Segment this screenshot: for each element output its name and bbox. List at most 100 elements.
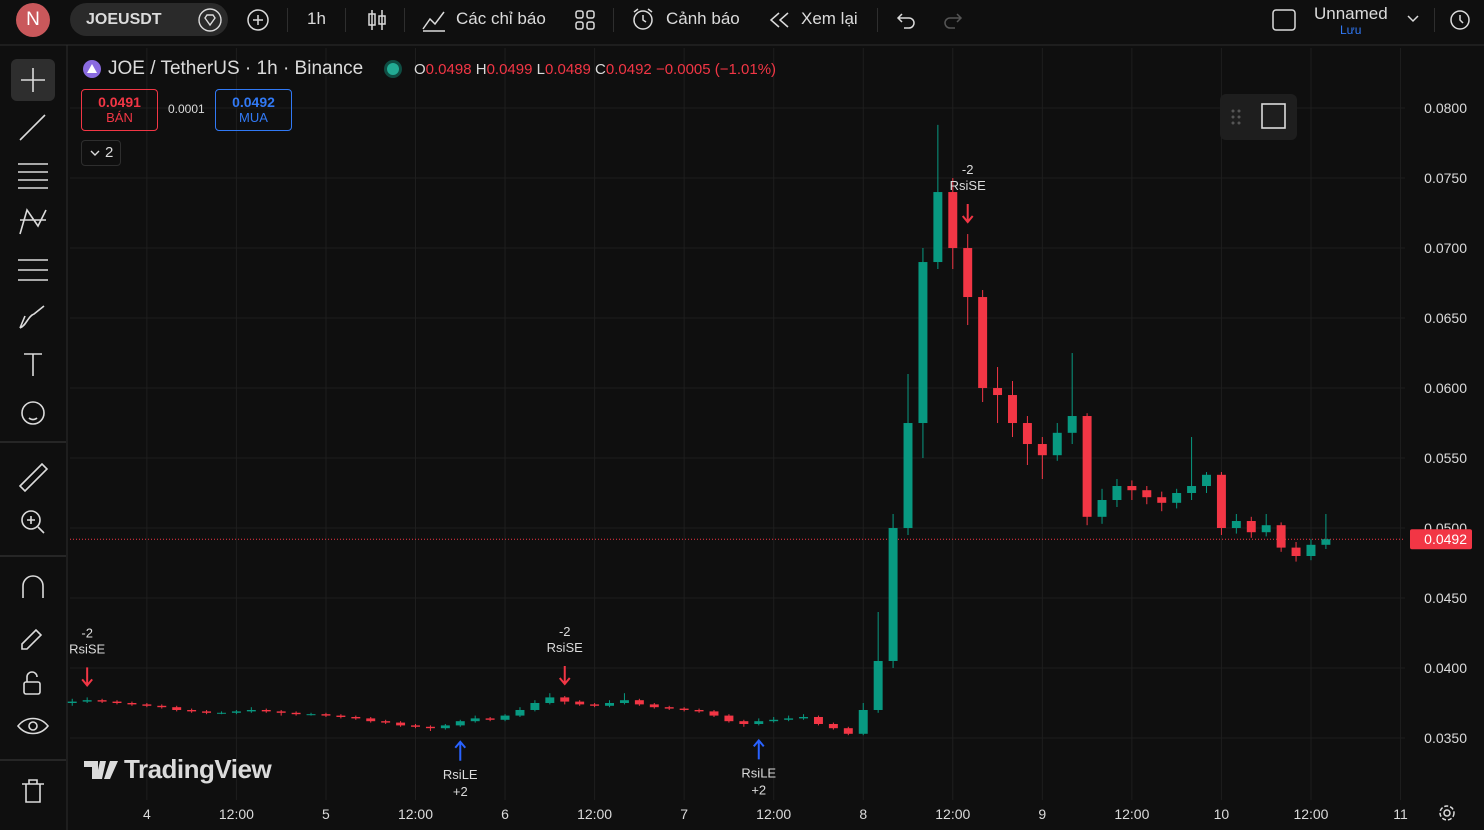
icon-tool[interactable] bbox=[21, 401, 45, 425]
candle-body bbox=[545, 697, 555, 703]
symbol-search[interactable]: JOEUSDT bbox=[70, 3, 228, 36]
candle-body bbox=[888, 528, 898, 661]
collapse-icon bbox=[90, 150, 100, 156]
candle-body bbox=[560, 697, 570, 702]
separator bbox=[613, 8, 614, 32]
collapse-button[interactable]: 2 bbox=[81, 140, 121, 166]
candle-body bbox=[67, 701, 77, 703]
candle-body bbox=[112, 701, 122, 703]
x-tick-label: 12:00 bbox=[398, 806, 433, 822]
buy-button[interactable]: 0.0492 MUA bbox=[215, 89, 292, 131]
candle-body bbox=[724, 715, 734, 722]
signal-qty: -2 bbox=[962, 162, 974, 177]
candle-body bbox=[1202, 474, 1211, 487]
eye-pupil bbox=[28, 721, 38, 731]
candle-body bbox=[1231, 521, 1241, 529]
brush-tool[interactable] bbox=[19, 305, 45, 329]
measure-tool[interactable] bbox=[18, 462, 49, 493]
add-symbol-button[interactable] bbox=[246, 8, 270, 32]
candle-body bbox=[97, 700, 107, 702]
hide-tool[interactable] bbox=[16, 717, 50, 735]
x-tick-label: 11 bbox=[1393, 806, 1408, 822]
drawing-toolbar bbox=[0, 68, 66, 803]
candle-body bbox=[470, 718, 480, 722]
chart-type-button[interactable] bbox=[364, 7, 390, 33]
layout-menu[interactable] bbox=[1405, 12, 1421, 26]
layout-name[interactable]: Unnamed bbox=[1314, 4, 1388, 23]
l-value: 0.0489 bbox=[544, 61, 591, 78]
c-value: 0.0492 bbox=[605, 61, 652, 78]
fib-tool[interactable] bbox=[18, 163, 48, 189]
projection-tool[interactable] bbox=[18, 259, 48, 281]
candle-body bbox=[1037, 444, 1047, 456]
delete-tool[interactable] bbox=[22, 779, 44, 803]
text-tool[interactable] bbox=[24, 353, 42, 376]
indicators-button[interactable]: Các chỉ báo bbox=[456, 9, 546, 28]
signal-name: RsiLE bbox=[443, 767, 478, 782]
candle-body bbox=[142, 704, 152, 706]
quick-search-button[interactable] bbox=[1448, 7, 1474, 33]
y-tick-label: 0.0650 bbox=[1424, 310, 1467, 326]
x-tick-label: 4 bbox=[143, 806, 151, 822]
y-tick-label: 0.0450 bbox=[1424, 590, 1467, 606]
signal-arrow bbox=[558, 665, 571, 686]
x-tick-label: 6 bbox=[501, 806, 509, 822]
save-button[interactable]: Lưu bbox=[1340, 23, 1362, 37]
plot-area: 0.03500.04000.04500.05000.05500.06000.06… bbox=[67, 48, 1472, 822]
separator bbox=[404, 8, 405, 32]
candle-body bbox=[1261, 525, 1271, 533]
signal-qty: -2 bbox=[559, 624, 571, 639]
zoom-plus bbox=[27, 516, 45, 534]
candle-body bbox=[1127, 486, 1137, 491]
candle-body bbox=[530, 702, 540, 710]
o-value: 0.0498 bbox=[425, 61, 472, 78]
replay-icon bbox=[769, 12, 789, 28]
candle-body bbox=[754, 721, 764, 724]
candle-body bbox=[276, 711, 286, 713]
redo-button[interactable] bbox=[941, 9, 965, 31]
interval-button[interactable]: 1h bbox=[307, 9, 326, 28]
candle-body bbox=[828, 723, 838, 729]
alerts-button[interactable]: Cảnh báo bbox=[666, 9, 740, 28]
undo-button[interactable] bbox=[894, 9, 918, 31]
selection-widget[interactable] bbox=[1220, 94, 1297, 140]
candle-body bbox=[1157, 497, 1167, 503]
signal-arrow bbox=[752, 738, 765, 760]
symbol: JOEUSDT bbox=[86, 11, 162, 28]
candle-body bbox=[1067, 416, 1077, 433]
lock-shackle bbox=[26, 671, 38, 682]
settings-button[interactable] bbox=[1437, 803, 1457, 823]
candle-body bbox=[694, 709, 704, 712]
y-tick-label: 0.0350 bbox=[1424, 730, 1467, 746]
candle-body bbox=[396, 722, 406, 726]
candle-body bbox=[440, 725, 450, 729]
candle-body bbox=[411, 725, 420, 727]
symbol-icon bbox=[198, 8, 222, 32]
watermark-logo bbox=[84, 761, 118, 779]
layouts-button[interactable] bbox=[573, 8, 597, 32]
candle-body bbox=[709, 711, 719, 716]
pattern-tool[interactable] bbox=[19, 208, 47, 235]
signal-name: RsiSE bbox=[950, 178, 986, 193]
market-status[interactable] bbox=[387, 63, 399, 75]
avatar[interactable]: N bbox=[16, 3, 50, 37]
sell-button[interactable]: 0.0491 BÁN bbox=[81, 89, 158, 131]
separator bbox=[1434, 8, 1435, 32]
alerts-icon bbox=[633, 8, 653, 30]
watermark-text: TradingView bbox=[124, 754, 272, 784]
trend-line-tool[interactable] bbox=[19, 114, 46, 141]
signal-name: RsiSE bbox=[547, 640, 583, 655]
candle-body bbox=[843, 728, 853, 734]
candle-body bbox=[217, 712, 226, 714]
y-tick-label: 0.0600 bbox=[1424, 380, 1467, 396]
lock-tool[interactable] bbox=[23, 681, 41, 695]
stay-drawing-tool[interactable] bbox=[21, 628, 43, 650]
replay-button[interactable]: Xem lại bbox=[801, 9, 858, 28]
x-tick-label: 12:00 bbox=[935, 806, 970, 822]
x-tick-label: 8 bbox=[859, 806, 867, 822]
x-tick-label: 12:00 bbox=[219, 806, 254, 822]
candle-body bbox=[799, 716, 809, 719]
zoom-tool[interactable] bbox=[21, 510, 41, 530]
candle-body bbox=[246, 709, 256, 712]
magnet-tool[interactable] bbox=[22, 575, 44, 598]
